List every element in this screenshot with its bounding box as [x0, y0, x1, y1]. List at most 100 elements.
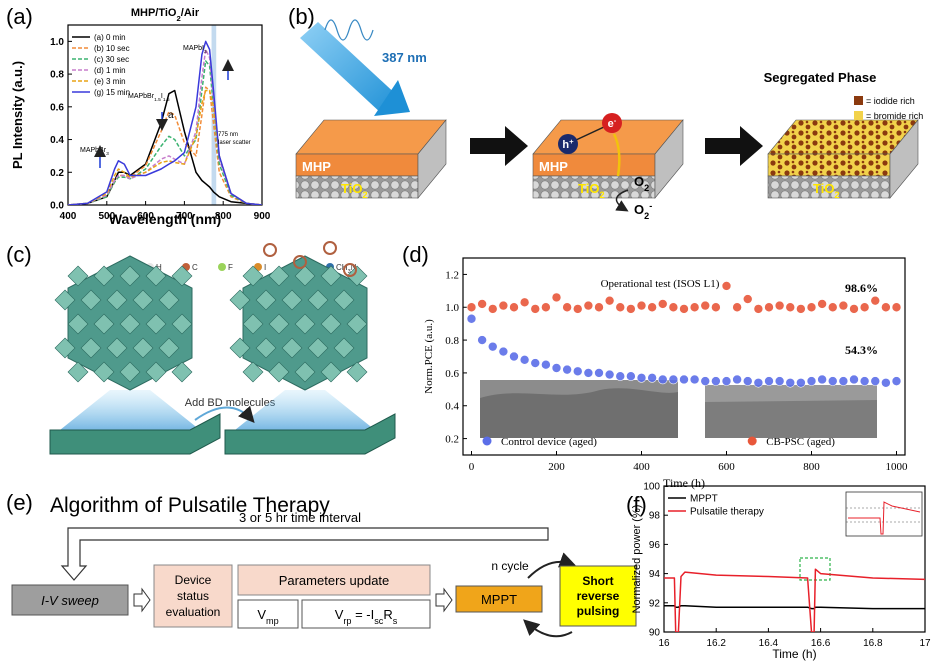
point: [498, 300, 509, 311]
y-tick-label: 0.8: [50, 70, 64, 81]
bd-molecule: [323, 241, 337, 255]
point: [572, 304, 583, 314]
loop-arrow: [60, 527, 549, 581]
octahedron: [145, 313, 167, 335]
flow-title: Algorithm of Pulsatile Therapy: [50, 494, 330, 517]
text-part: 3: [106, 151, 109, 157]
panel-label: (c): [6, 242, 32, 267]
panel-label: (a): [6, 4, 33, 29]
atom-label: I: [264, 263, 266, 272]
legend-label: Control device (aged): [501, 436, 597, 448]
point: [827, 302, 838, 313]
octahedron: [346, 265, 368, 287]
text-part: MAPbI: [183, 45, 204, 52]
octahedron: [145, 265, 167, 287]
octahedron: [106, 289, 128, 311]
octahedron: [119, 265, 141, 287]
octahedron: [229, 289, 251, 311]
x-tick-label: 17: [919, 638, 931, 649]
text-part: O: [634, 174, 644, 189]
x-tick-label: 0: [469, 461, 475, 473]
point: [721, 376, 732, 386]
octahedron: [67, 265, 89, 287]
octahedron: [171, 361, 193, 383]
text-part: mp: [266, 616, 279, 626]
y-tick-label: 100: [643, 482, 660, 493]
octahedron: [268, 265, 290, 287]
text-part: -: [649, 201, 652, 211]
point: [838, 376, 849, 386]
text-part: R: [383, 607, 392, 622]
atom-label: C: [192, 263, 198, 272]
octahedron: [320, 313, 342, 335]
series-line: [68, 86, 262, 205]
flowchart: Algorithm of Pulsatile Therapy 3 or 5 hr…: [11, 494, 637, 638]
text-part: CH: [336, 263, 348, 272]
annotation: MAPbBr1.5I1.5: [128, 93, 170, 103]
point: [679, 374, 689, 385]
point: [689, 374, 700, 385]
y-tick-label: 0.2: [50, 168, 64, 179]
point: [774, 376, 785, 386]
step-arrow: [133, 587, 151, 613]
y-tick-label: 0.6: [445, 368, 459, 380]
y-tick-label: 90: [649, 628, 661, 639]
point: [519, 354, 530, 365]
point: [827, 376, 838, 386]
step-label: Parameters update: [279, 573, 390, 588]
text-part: MAPbBr: [80, 147, 107, 154]
layer-label: MHP: [302, 159, 331, 174]
point: [721, 281, 732, 291]
text-part: N: [351, 263, 357, 272]
bd-molecule: [293, 255, 307, 269]
hole: [558, 134, 578, 154]
step-box: [11, 584, 129, 616]
x-tick-label: 16.4: [759, 638, 779, 649]
legend-marker: [482, 436, 492, 446]
beam-head: [374, 80, 410, 116]
octahedron: [281, 289, 303, 311]
loop-label: 3 or 5 hr time interval: [239, 510, 361, 525]
point: [870, 295, 881, 306]
x-tick-label: 500: [98, 211, 115, 222]
point: [636, 300, 647, 311]
text-part: rp: [343, 616, 351, 626]
panel-label: (e): [6, 490, 33, 515]
octahedron: [333, 337, 355, 359]
cycle-arrow: [527, 552, 576, 579]
octahedron: [294, 361, 316, 383]
point: [647, 302, 657, 313]
process-arrow: [470, 126, 528, 166]
octahedron: [132, 337, 154, 359]
annotation: MAPbBr3: [80, 147, 109, 157]
block-front-top: [767, 153, 891, 177]
light-cone: [235, 390, 375, 430]
reduction-arrow: [615, 189, 629, 212]
legend-label: (b) 10 sec: [94, 44, 130, 53]
panel-label: (d): [402, 242, 429, 267]
octahedron: [281, 337, 303, 359]
point: [572, 366, 583, 377]
octahedron: [80, 289, 102, 311]
series-line: [68, 48, 262, 205]
point: [551, 292, 562, 303]
layer-label: TiO2: [578, 181, 605, 200]
point: [700, 376, 711, 386]
text-part: O: [634, 202, 644, 217]
octahedron: [320, 265, 342, 287]
text-part: 2: [644, 183, 649, 193]
cycle-label: n cycle: [491, 559, 529, 573]
x-tick-label: 800: [215, 211, 232, 222]
x-tick-label: 200: [548, 461, 565, 473]
text-part: TiO: [578, 181, 599, 196]
annotation: Operational test (ISOS L1): [601, 278, 720, 290]
point: [668, 374, 679, 385]
text-part: 2: [362, 190, 367, 200]
octahedron: [242, 265, 264, 287]
step-label: MPPT: [481, 592, 517, 607]
octahedron: [67, 361, 89, 383]
point: [796, 377, 806, 388]
legend-swatch: [854, 111, 863, 120]
